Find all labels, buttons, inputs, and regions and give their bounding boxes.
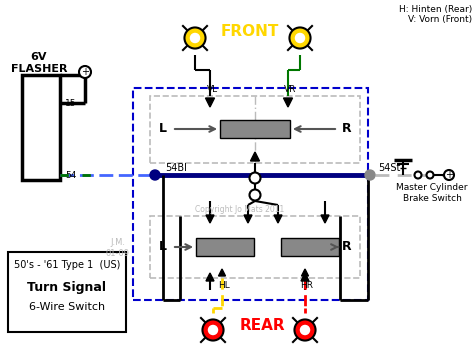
Polygon shape — [250, 152, 259, 161]
Text: R: R — [342, 241, 352, 253]
Circle shape — [249, 172, 261, 183]
Circle shape — [207, 324, 219, 336]
Text: VR: VR — [284, 85, 296, 94]
Text: Copyright Jo Mats 2011: Copyright Jo Mats 2011 — [195, 206, 284, 215]
Bar — [150, 96, 360, 163]
Text: 54Bl: 54Bl — [165, 163, 187, 173]
Text: VL: VL — [207, 85, 218, 94]
Polygon shape — [206, 98, 215, 107]
Polygon shape — [274, 215, 282, 223]
Bar — [220, 120, 290, 138]
Circle shape — [427, 171, 434, 178]
Text: REAR: REAR — [239, 318, 285, 333]
Circle shape — [294, 320, 316, 341]
Text: HL: HL — [218, 282, 230, 291]
Bar — [22, 75, 60, 180]
Polygon shape — [244, 215, 252, 223]
Circle shape — [150, 170, 160, 180]
Text: Master Cylinder
Brake Switch: Master Cylinder Brake Switch — [396, 183, 468, 203]
Polygon shape — [206, 273, 214, 281]
Bar — [196, 238, 254, 256]
Circle shape — [202, 320, 224, 341]
Text: 54St: 54St — [378, 163, 401, 173]
Text: 50's - '61 Type 1  (US): 50's - '61 Type 1 (US) — [14, 260, 120, 270]
Polygon shape — [321, 215, 329, 223]
Bar — [133, 88, 368, 300]
Text: 15: 15 — [65, 99, 76, 107]
Circle shape — [189, 32, 201, 44]
Text: FRONT: FRONT — [221, 25, 279, 40]
Circle shape — [444, 170, 454, 180]
Polygon shape — [219, 269, 226, 276]
Circle shape — [294, 32, 306, 44]
Text: L: L — [159, 122, 167, 136]
Bar — [8, 252, 126, 332]
Text: R: R — [342, 122, 352, 136]
Polygon shape — [301, 269, 309, 276]
Text: 6V
FLASHER: 6V FLASHER — [11, 52, 67, 74]
Text: 54: 54 — [65, 171, 76, 180]
Text: +: + — [81, 67, 89, 77]
Text: L: L — [159, 241, 167, 253]
Bar — [281, 238, 339, 256]
Polygon shape — [301, 273, 309, 281]
Circle shape — [79, 66, 91, 78]
Circle shape — [299, 324, 311, 336]
Text: H: Hinten (Rear)
V: Vorn (Front): H: Hinten (Rear) V: Vorn (Front) — [399, 5, 472, 24]
Bar — [150, 216, 360, 278]
Circle shape — [184, 27, 206, 49]
Circle shape — [290, 27, 310, 49]
Text: +: + — [445, 170, 453, 180]
Polygon shape — [283, 98, 292, 107]
Text: HR: HR — [301, 282, 313, 291]
Circle shape — [365, 170, 375, 180]
Polygon shape — [206, 215, 214, 223]
Circle shape — [414, 171, 421, 178]
Text: Turn Signal: Turn Signal — [27, 281, 107, 293]
Text: J.M.
01-09: J.M. 01-09 — [106, 238, 130, 258]
Text: 6-Wire Switch: 6-Wire Switch — [29, 302, 105, 312]
Circle shape — [249, 190, 261, 201]
